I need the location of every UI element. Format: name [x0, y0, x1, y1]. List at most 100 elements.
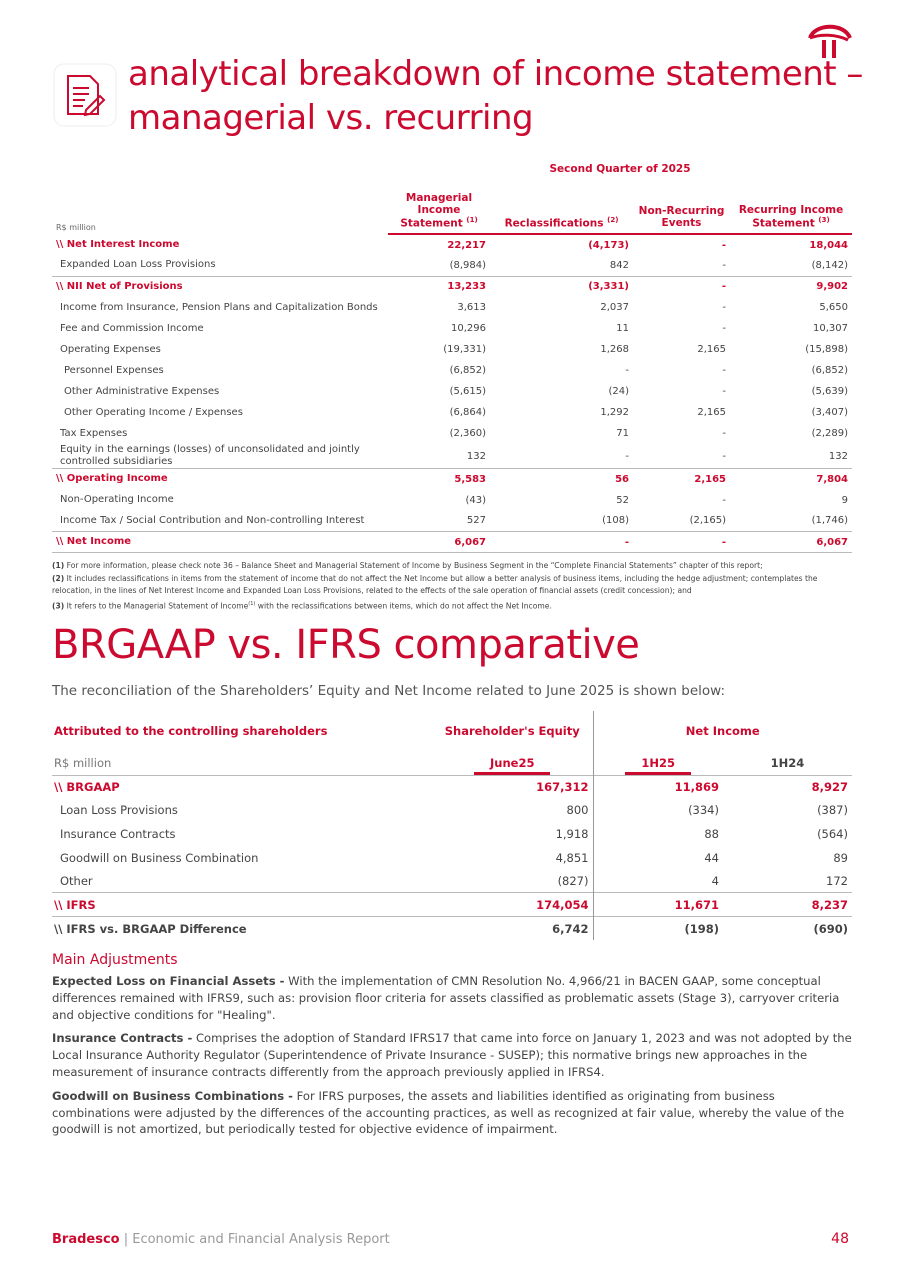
cell: 89: [833, 850, 848, 865]
row-label-cell: Income Tax / Social Contribution and Non…: [52, 511, 388, 532]
section-title: BRGAAP vs. IFRS comparative: [52, 622, 640, 668]
row-label: Insurance Contracts: [60, 826, 176, 841]
cell: -: [633, 275, 730, 297]
footnote-text: It refers to the Managerial Statement of…: [64, 601, 249, 611]
row-label: \\ Operating Income: [56, 473, 168, 485]
footer-report: | Economic and Financial Analysis Report: [119, 1232, 390, 1247]
cell: 5,650: [819, 302, 849, 313]
adjustment-text: For IFRS purposes, the assets and liabil…: [52, 1088, 845, 1137]
cell: (8,984): [449, 259, 486, 271]
equity-header: Shareholder's Equity: [444, 724, 580, 738]
label-header: Attributed to the controlling shareholde…: [54, 724, 328, 738]
cell: (24): [608, 386, 629, 397]
row: Expanded Loan Loss Provisions (8,984) 842 -…: [52, 255, 852, 276]
unit: R$ million: [54, 755, 112, 770]
cell: 6,067: [388, 531, 490, 553]
footnote: (2) It includes reclassifications in ite…: [52, 573, 852, 598]
row: Loan Loss Provisions 800 (334) (387): [52, 798, 852, 823]
cell: (4,173): [588, 239, 629, 251]
cell: -: [490, 531, 633, 553]
bradesco-logo: [808, 24, 852, 58]
row-label: Income Tax / Social Contribution and Non…: [60, 514, 365, 526]
cell: -: [633, 531, 730, 553]
row-label-cell: \\ Net Interest Income: [52, 234, 388, 255]
row-label-cell: Personnel Expenses: [52, 360, 388, 381]
period: 1H25: [625, 756, 692, 775]
row-label: Personnel Expenses: [64, 364, 164, 376]
cell: (827): [557, 873, 589, 888]
cell: 6,067: [730, 531, 853, 553]
cell: -: [722, 365, 726, 376]
cell: (6,852): [449, 365, 486, 376]
cell: 132: [828, 450, 849, 462]
cell: (108): [602, 515, 629, 527]
cell: (3,331): [490, 275, 633, 297]
cell: 4,851: [555, 850, 589, 865]
cell: 842: [609, 259, 629, 271]
income-header: Net Income: [592, 711, 852, 751]
cell: 10,296: [451, 323, 486, 334]
row-label: Income from Insurance, Pension Plans and…: [60, 301, 378, 313]
row-label: Tax Expenses: [60, 427, 128, 439]
adjustment-text: Comprises the adoption of Standard IFRS1…: [52, 1031, 852, 1079]
row: Personnel Expenses (6,852) - - (6,852): [52, 360, 852, 381]
row-label-cell: Other Administrative Expenses: [52, 381, 388, 402]
footnote-text: For more information, please check note …: [64, 561, 763, 570]
footnote-text: with the reclassifications between items…: [255, 601, 552, 611]
cell: 22,217: [447, 239, 486, 251]
row-label: \\ BRGAAP: [54, 780, 120, 795]
row-label: Other Administrative Expenses: [64, 385, 220, 397]
row-label-cell: \\ Net Income: [52, 531, 388, 553]
cell: -: [722, 428, 726, 439]
report-icon: [53, 63, 117, 127]
cell: 56: [490, 468, 633, 490]
footnote-mark: (1): [52, 561, 65, 570]
income-table: Second Quarter of 2025 R$ million Manager…: [52, 158, 853, 553]
row-label: \\ IFRS vs. BRGAAP Difference: [52, 916, 432, 941]
cell: 2,165: [697, 407, 726, 418]
cell: 167,312: [536, 780, 589, 795]
cell: (198): [592, 916, 723, 941]
row-label: Non-Operating Income: [60, 494, 174, 505]
comparison-table: Attributed to the controlling shareholde…: [52, 711, 852, 941]
column-header-text: Non-Recurring Events: [638, 205, 725, 229]
cell: (8,142): [811, 259, 849, 271]
row-label: Fee and Commission Income: [60, 322, 204, 334]
row-label: Goodwill on Business Combination: [60, 850, 259, 865]
title: analytical breakdown of income statement…: [128, 52, 863, 140]
row: Equity in the earnings (losses) of uncon…: [52, 444, 852, 469]
cell: 44: [592, 845, 723, 870]
cell: 9,902: [730, 275, 853, 297]
adjustment-lead: Insurance Contracts -: [52, 1031, 193, 1046]
cell: 6,742: [432, 916, 593, 941]
cell: 2,165: [633, 468, 730, 490]
footer-brand: Bradesco: [52, 1232, 120, 1247]
row-label: \\ NII Net of Provisions: [56, 280, 183, 292]
cell: 71: [616, 428, 629, 439]
cell: -: [722, 386, 726, 397]
cell: 9: [841, 494, 849, 506]
column-header: Managerial Income Statement (1): [388, 179, 490, 235]
page-number: 48: [831, 1231, 849, 1247]
cell: 5,583: [388, 468, 490, 490]
row-label: Loan Loss Provisions: [60, 803, 178, 818]
cell: 13,233: [388, 275, 490, 297]
cell: 1,268: [600, 344, 629, 355]
row-label-cell: Other Operating Income / Expenses: [52, 402, 388, 423]
cell: 11,869: [592, 775, 723, 799]
row-label: Other Operating Income / Expenses: [64, 406, 243, 418]
column-header: Recurring Income Statement (3): [730, 179, 853, 235]
row: \\ BRGAAP 167,312 11,869 8,927: [52, 775, 852, 799]
footnote: (1) For more information, please check n…: [52, 560, 852, 573]
column-note: (3): [818, 215, 830, 224]
row: \\ NII Net of Provisions 13,233 (3,331) -9,…: [52, 275, 853, 297]
footnote-mark: (2): [52, 573, 65, 583]
adjustment: Expected Loss on Financial Assets - With…: [52, 973, 852, 1023]
cell: 3,613: [457, 302, 486, 313]
column-note: (1): [466, 215, 478, 224]
cell: (387): [817, 803, 848, 818]
cell: 132: [466, 450, 486, 462]
row: \\ Operating Income 5,583 56 2,165 7,804: [52, 468, 853, 490]
footnote-sup: (1): [248, 600, 256, 607]
